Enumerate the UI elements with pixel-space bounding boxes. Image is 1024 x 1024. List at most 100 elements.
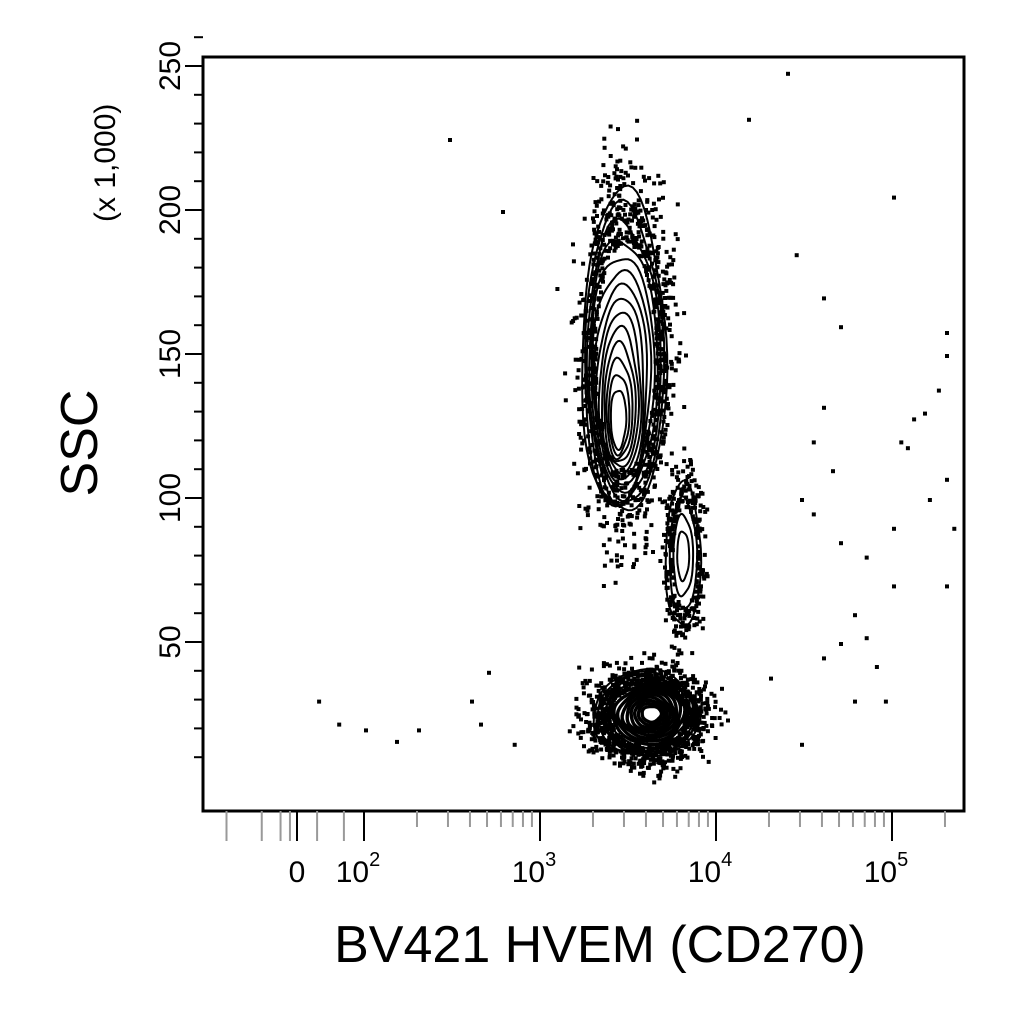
population-dot xyxy=(665,305,670,310)
population-dot xyxy=(616,231,621,236)
population-dot xyxy=(598,273,603,278)
population-dot xyxy=(663,618,668,623)
population-dot xyxy=(614,660,619,665)
population-dot xyxy=(669,595,673,600)
outlier-dot xyxy=(811,440,816,445)
y-axis: 50 100 150 200 250 xyxy=(154,36,203,759)
population-dot xyxy=(599,290,603,295)
population-dot xyxy=(666,540,671,545)
population-dot xyxy=(670,262,674,267)
population-dot xyxy=(571,259,576,264)
outlier-dot xyxy=(864,555,869,560)
population-dot xyxy=(585,508,590,513)
population-dot xyxy=(698,732,703,737)
population-dot xyxy=(689,606,694,611)
population-dot xyxy=(643,676,648,680)
population-dot xyxy=(618,158,623,163)
population-dot xyxy=(631,565,636,569)
population-dot xyxy=(684,745,689,749)
population-dot xyxy=(576,368,581,373)
population-dot xyxy=(619,216,624,221)
population-dot xyxy=(670,472,675,477)
population-dot xyxy=(629,744,634,749)
population-dot xyxy=(669,557,674,562)
population-dot xyxy=(680,498,685,503)
population-dot xyxy=(698,689,703,694)
population-dot xyxy=(717,716,722,720)
population-dot xyxy=(587,293,592,298)
population-dot xyxy=(668,548,673,553)
population-dot xyxy=(658,669,663,674)
contour-lines xyxy=(581,184,703,757)
outlier-dot xyxy=(395,739,399,744)
population-dot xyxy=(611,736,616,741)
y-axis-title: SSC xyxy=(51,390,109,497)
population-dot xyxy=(612,242,617,247)
population-dot xyxy=(637,234,642,239)
population-dot xyxy=(693,517,698,522)
population-dot xyxy=(682,616,687,621)
population-dot xyxy=(612,171,617,176)
population-dot xyxy=(640,660,644,665)
population-dot xyxy=(670,536,675,541)
population-dot xyxy=(692,595,697,600)
population-dot xyxy=(605,180,610,185)
population-dot xyxy=(657,197,661,202)
population-dot xyxy=(613,580,618,585)
population-dot xyxy=(600,685,605,690)
population-dot xyxy=(669,753,673,758)
population-dot xyxy=(632,765,637,770)
population-dot xyxy=(675,661,680,665)
population-dot xyxy=(713,705,718,710)
population-dot xyxy=(576,731,581,736)
population-dot xyxy=(696,544,701,549)
population-dot xyxy=(700,626,705,631)
population-dot xyxy=(695,740,700,745)
population-dot xyxy=(612,761,617,766)
population-dot xyxy=(652,181,657,186)
population-dot xyxy=(621,739,626,744)
population-dot xyxy=(692,616,697,620)
population-dot xyxy=(685,677,690,682)
population-dot xyxy=(663,672,668,677)
population-dot xyxy=(587,720,592,725)
population-dot xyxy=(687,624,691,629)
population-dot xyxy=(692,623,697,628)
population-dot xyxy=(644,542,649,547)
population-dot xyxy=(692,694,697,699)
population-dot xyxy=(643,223,648,228)
population-dot xyxy=(673,302,678,307)
population-dot xyxy=(668,560,673,565)
population-dot xyxy=(577,504,582,508)
population-dot xyxy=(653,425,658,430)
outlier-dot xyxy=(853,613,857,618)
population-dot xyxy=(653,385,658,389)
population-dot xyxy=(599,197,604,202)
population-dot xyxy=(660,500,665,505)
population-dot xyxy=(642,514,647,519)
population-dot xyxy=(667,328,672,332)
population-dot xyxy=(613,673,618,678)
population-dot xyxy=(595,392,600,396)
population-dot xyxy=(609,678,614,683)
population-dot xyxy=(703,684,707,689)
population-dot xyxy=(677,736,682,741)
population-dot xyxy=(622,523,627,528)
population-dot xyxy=(656,173,661,178)
population-dot xyxy=(592,251,597,256)
population-dot xyxy=(658,773,663,778)
population-dot xyxy=(647,670,652,675)
population-dot xyxy=(608,124,613,129)
population-dot xyxy=(579,717,583,722)
population-dot xyxy=(699,490,703,495)
population-dot xyxy=(650,215,655,220)
population-dot xyxy=(616,474,621,479)
population-dot xyxy=(631,472,636,477)
population-dot xyxy=(635,221,640,226)
population-dot xyxy=(594,683,599,688)
population-dot xyxy=(706,706,711,711)
population-dot xyxy=(637,485,642,490)
population-dot xyxy=(619,555,624,560)
population-dot xyxy=(638,208,643,213)
population-dot xyxy=(596,722,601,727)
